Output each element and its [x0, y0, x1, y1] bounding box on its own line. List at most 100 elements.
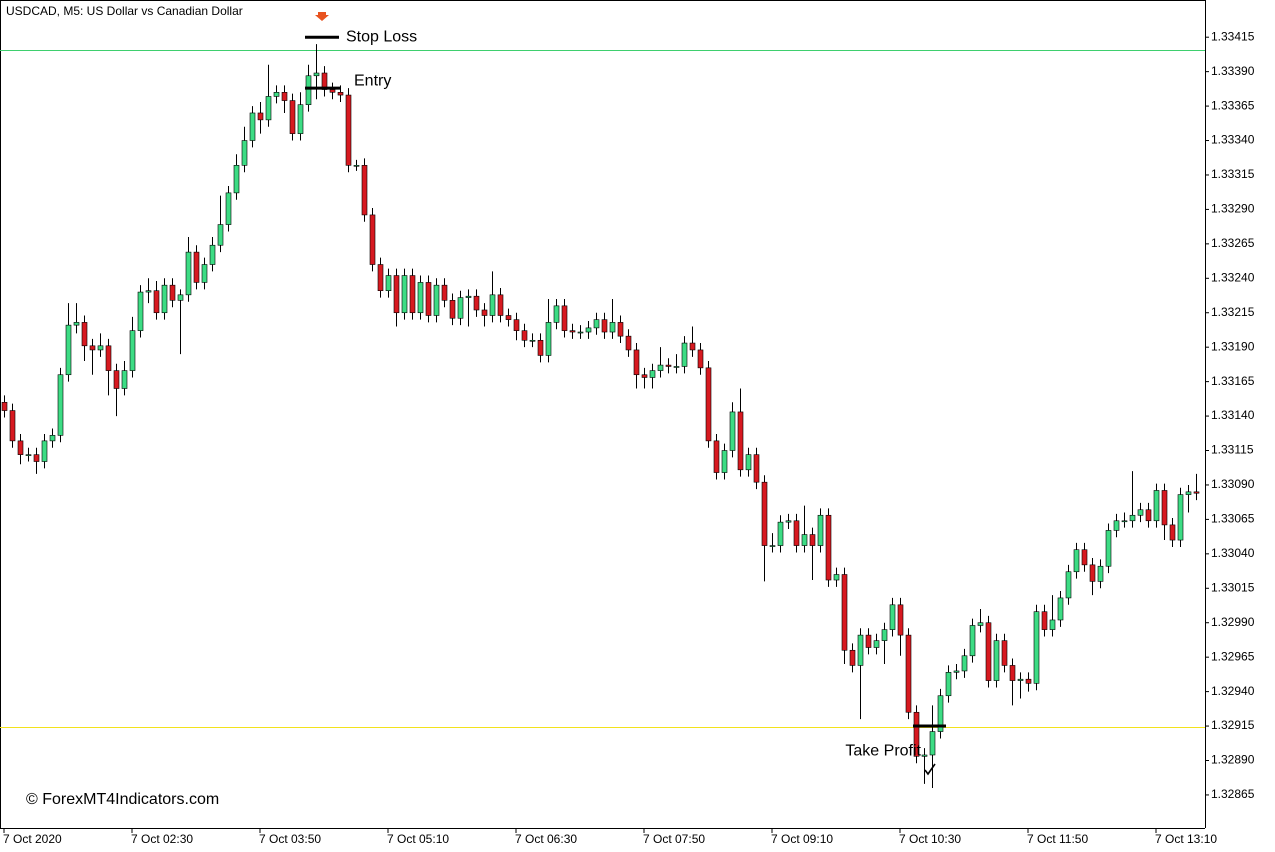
candle-body [1121, 520, 1128, 523]
candle-body [1073, 549, 1080, 573]
candle-body [841, 574, 848, 651]
candle-body [489, 294, 496, 316]
candle-body [633, 349, 640, 376]
candle-body [889, 604, 896, 630]
candle-body [33, 454, 40, 462]
candle-body [561, 305, 568, 331]
candle-body [41, 440, 48, 462]
candle-body [625, 335, 632, 351]
candle-body [657, 364, 664, 371]
candle-body [305, 75, 312, 106]
y-tick-label: 1.32990 [1211, 615, 1255, 629]
y-tick-label: 1.33140 [1211, 408, 1255, 422]
candle-body [369, 214, 376, 265]
candle-body [1, 401, 8, 411]
candle-body [809, 534, 816, 546]
candle-body [921, 754, 928, 757]
candle-body [713, 440, 720, 473]
candle-body [401, 275, 408, 314]
candle-body [737, 411, 744, 471]
candle-body [17, 440, 24, 455]
candle-body [1137, 509, 1144, 516]
candle-body [905, 634, 912, 713]
candle-body [1161, 490, 1168, 526]
x-tick-label: 7 Oct 13:10 [1155, 832, 1217, 846]
candle-body [49, 435, 56, 442]
candle-body [153, 290, 160, 314]
candle-body [265, 96, 272, 121]
candle-body [353, 165, 360, 167]
candle-body [537, 339, 544, 356]
y-tick-label: 1.33265 [1211, 236, 1255, 250]
candle-body [545, 322, 552, 356]
take-profit-label: Take Profit [845, 742, 921, 759]
candle-body [361, 165, 368, 216]
candle-body [1065, 571, 1072, 599]
candle-body [857, 634, 864, 666]
y-tick-label: 1.33115 [1211, 443, 1254, 457]
y-tick-label: 1.33090 [1211, 477, 1255, 491]
candle-body [25, 454, 32, 456]
candle-body [513, 319, 520, 331]
candle-body [113, 370, 120, 389]
candle-body [913, 711, 920, 757]
candle-body [1169, 524, 1176, 541]
candle-body [9, 410, 16, 442]
candle-body [833, 574, 840, 581]
candle-body [129, 330, 136, 371]
candle-body [897, 604, 904, 636]
entry-label: Entry [354, 72, 391, 89]
x-tick-label: 7 Oct 11:50 [1027, 832, 1088, 846]
candle-body [785, 520, 792, 523]
candle-body [865, 634, 872, 648]
candle-body [1009, 665, 1016, 681]
candle-body [553, 305, 560, 323]
candle-body [1089, 564, 1096, 582]
candle-body [961, 655, 968, 672]
candle-body [193, 251, 200, 283]
candle-body [329, 89, 336, 93]
candle-body [473, 295, 480, 311]
candle-body [825, 514, 832, 581]
x-tick-label: 7 Oct 02:30 [131, 832, 193, 846]
candle-body [801, 534, 808, 546]
candle-body [137, 291, 144, 331]
candle-body [1193, 491, 1200, 494]
candle-body [729, 411, 736, 451]
candle-body [465, 295, 472, 298]
candle-body [673, 366, 680, 368]
y-tick-label: 1.33365 [1211, 98, 1255, 112]
x-tick-label: 7 Oct 10:30 [899, 832, 961, 846]
candle-body [1105, 530, 1112, 567]
candle-body [57, 374, 64, 436]
y-tick-label: 1.33190 [1211, 339, 1255, 353]
y-tick-label: 1.33340 [1211, 133, 1255, 147]
stop-loss-label: Stop Loss [346, 28, 417, 45]
candle-body [345, 94, 352, 166]
candle-body [993, 640, 1000, 681]
candle-body [529, 339, 536, 342]
candle-body [793, 520, 800, 546]
x-tick-label: 7 Oct 2020 [3, 832, 62, 846]
candle-body [1113, 520, 1120, 531]
candle-body [1097, 565, 1104, 582]
candle-body [577, 331, 584, 334]
x-tick-label: 7 Oct 06:30 [515, 832, 577, 846]
candle-body [73, 322, 80, 326]
candle-body [641, 374, 648, 378]
candle-body [769, 545, 776, 547]
candle-body [1049, 619, 1056, 630]
sell-arrow [315, 12, 329, 21]
candle-body [689, 342, 696, 351]
candle-body [105, 345, 112, 371]
y-tick-label: 1.32890 [1211, 753, 1255, 767]
y-tick-label: 1.33215 [1211, 305, 1255, 319]
y-tick-label: 1.32965 [1211, 649, 1255, 663]
candle-body [817, 514, 824, 546]
candle-body [881, 629, 888, 641]
candle-body [1025, 678, 1032, 684]
candle-body [937, 695, 944, 732]
y-tick-label: 1.33040 [1211, 546, 1255, 560]
candle-body [953, 670, 960, 673]
